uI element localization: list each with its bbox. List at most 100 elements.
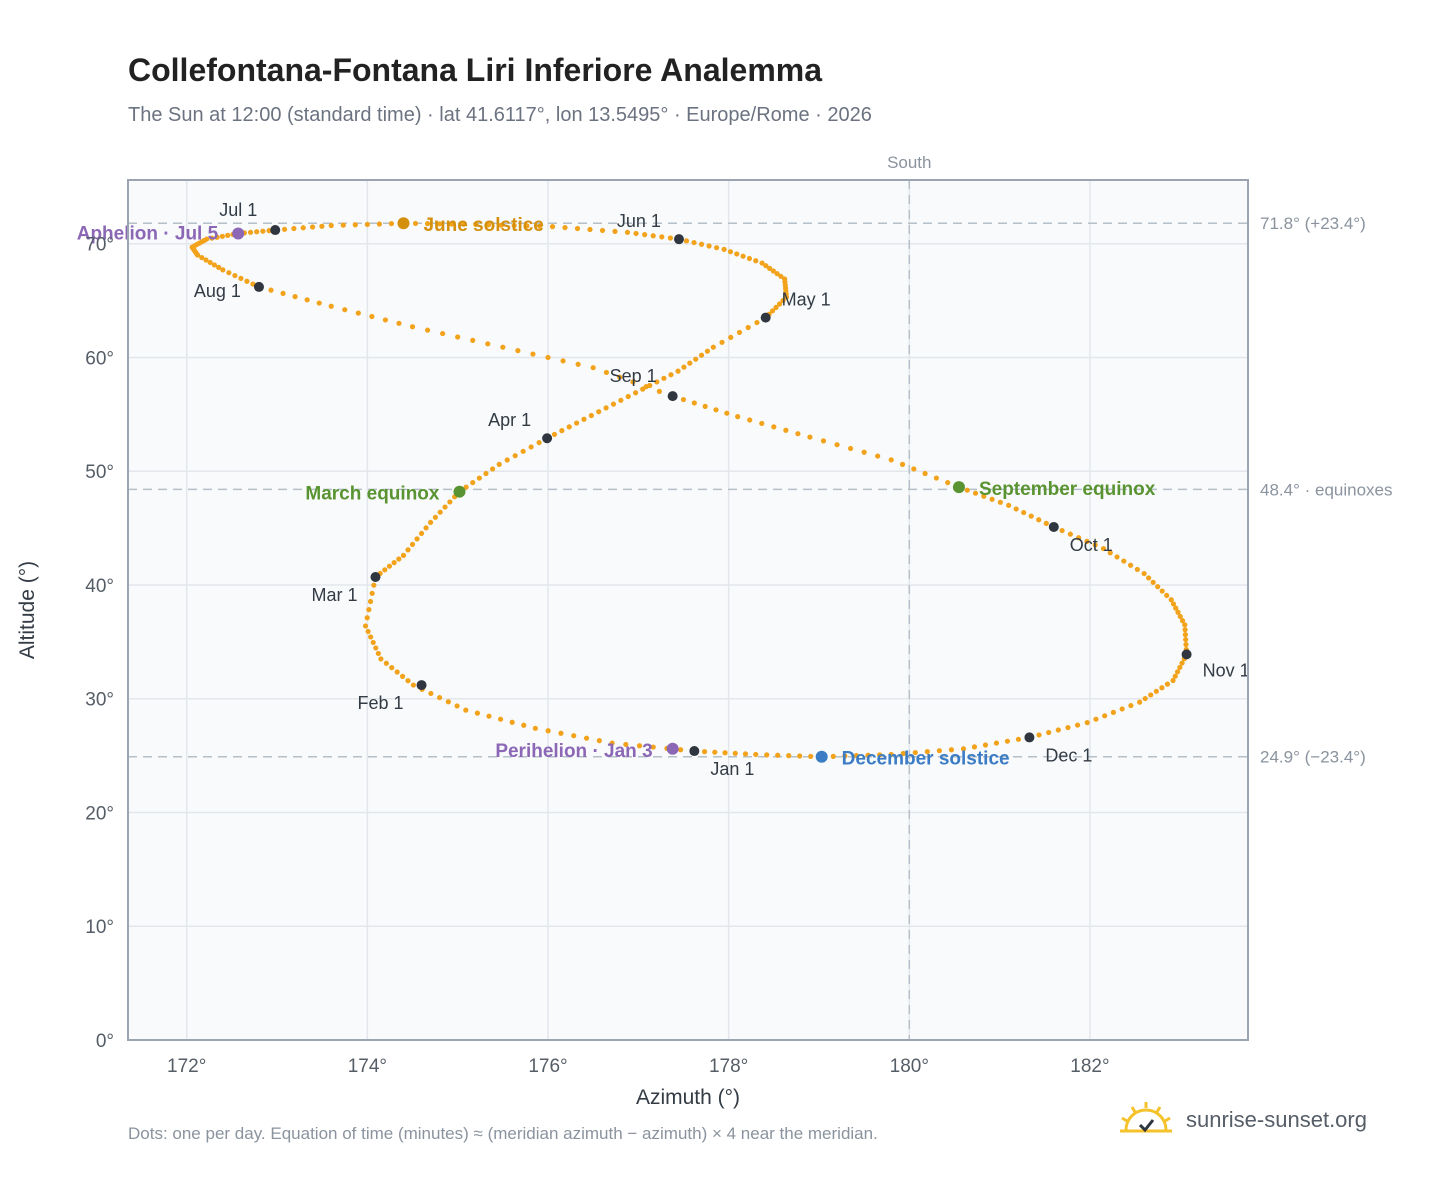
day-dot (473, 221, 479, 227)
day-dot (1155, 584, 1161, 590)
day-dot (409, 324, 416, 330)
day-dot (936, 748, 942, 754)
day-dot (759, 260, 765, 266)
day-dot (722, 750, 728, 756)
day-dot (681, 364, 687, 370)
day-dot (412, 220, 419, 227)
day-dot (609, 740, 615, 746)
day-dot (617, 374, 623, 380)
day-dot (414, 536, 420, 542)
brand[interactable]: sunrise-sunset.org (1118, 1100, 1367, 1140)
day-dot (437, 221, 443, 227)
day-dot (260, 228, 266, 234)
day-dot (764, 752, 770, 758)
day-dot (1036, 732, 1042, 738)
day-dot (528, 444, 534, 450)
day-dot (571, 733, 577, 739)
day-dot (795, 431, 801, 437)
day-dot (394, 669, 400, 675)
month-label: Oct 1 (1070, 535, 1113, 555)
day-dot (1182, 627, 1188, 633)
month-label: Mar 1 (311, 585, 357, 605)
day-dot (362, 623, 369, 629)
month-marker (370, 572, 381, 583)
day-dot (461, 221, 467, 227)
day-dot (771, 424, 777, 430)
month-marker (416, 680, 427, 691)
y-tick-label: 10° (85, 917, 114, 938)
month-marker (689, 746, 700, 757)
event-label: Perihelion · Jan 3 (495, 741, 652, 762)
day-dot (581, 416, 587, 422)
day-dot (776, 301, 783, 307)
day-dot (369, 590, 375, 596)
day-dot (728, 334, 734, 340)
day-dot (808, 753, 814, 759)
day-dot (691, 239, 697, 246)
day-dot (509, 719, 515, 725)
day-dot (485, 222, 492, 228)
y-tick-label: 20° (85, 803, 114, 824)
day-dot (219, 233, 225, 239)
day-dot (300, 225, 306, 231)
day-dot (783, 427, 789, 433)
day-dot (698, 241, 705, 247)
month-label: Jul 1 (219, 200, 257, 220)
day-dot (512, 453, 518, 459)
reference-line-label: 48.4° · equinoxes (1260, 480, 1393, 499)
day-dot (521, 722, 527, 728)
day-dot (981, 493, 987, 499)
meridian-label: South (887, 153, 931, 172)
month-marker (760, 312, 771, 323)
day-dot (545, 354, 551, 361)
day-dot (391, 560, 397, 566)
day-dot (214, 234, 220, 240)
month-marker (1048, 521, 1059, 532)
day-dot (427, 519, 434, 526)
event-label: December solstice (842, 749, 1010, 770)
event-marker (952, 481, 965, 494)
day-dot (364, 221, 370, 227)
day-dot (1006, 502, 1012, 508)
day-dot (442, 504, 448, 510)
day-dot (1110, 709, 1117, 715)
day-dot (1121, 558, 1127, 564)
x-tick-label: 172° (167, 1056, 206, 1077)
day-dot (714, 245, 720, 251)
day-dot (476, 475, 482, 481)
day-dot (888, 457, 894, 463)
day-dot (566, 424, 572, 430)
day-dot (396, 556, 402, 562)
day-dot (668, 372, 674, 378)
x-tick-label: 182° (1070, 1056, 1109, 1077)
event-label: June solstice (423, 215, 543, 236)
day-dot (1021, 509, 1027, 516)
day-dot (623, 741, 629, 748)
day-dot (687, 360, 693, 366)
day-dot (405, 547, 411, 553)
day-dot (706, 243, 712, 249)
day-dot (1159, 685, 1165, 691)
day-dot (497, 716, 504, 722)
day-dot (1127, 562, 1134, 568)
day-dot (1036, 517, 1042, 523)
day-dot (830, 753, 836, 759)
day-dot (1175, 609, 1181, 615)
day-dot (500, 344, 506, 350)
day-dot (376, 221, 382, 227)
day-dot (1177, 613, 1183, 620)
day-dot (498, 222, 504, 228)
day-dot (383, 660, 389, 666)
day-dot (724, 410, 730, 416)
day-dot (432, 514, 438, 520)
day-dot (971, 744, 978, 750)
month-marker (673, 234, 684, 245)
plot-area (128, 180, 1248, 1040)
day-dot (630, 379, 636, 385)
day-dot (807, 434, 813, 440)
day-dot (820, 438, 827, 444)
day-dot (1170, 677, 1176, 684)
month-label: Sep 1 (610, 366, 657, 386)
day-dot (1141, 570, 1147, 577)
